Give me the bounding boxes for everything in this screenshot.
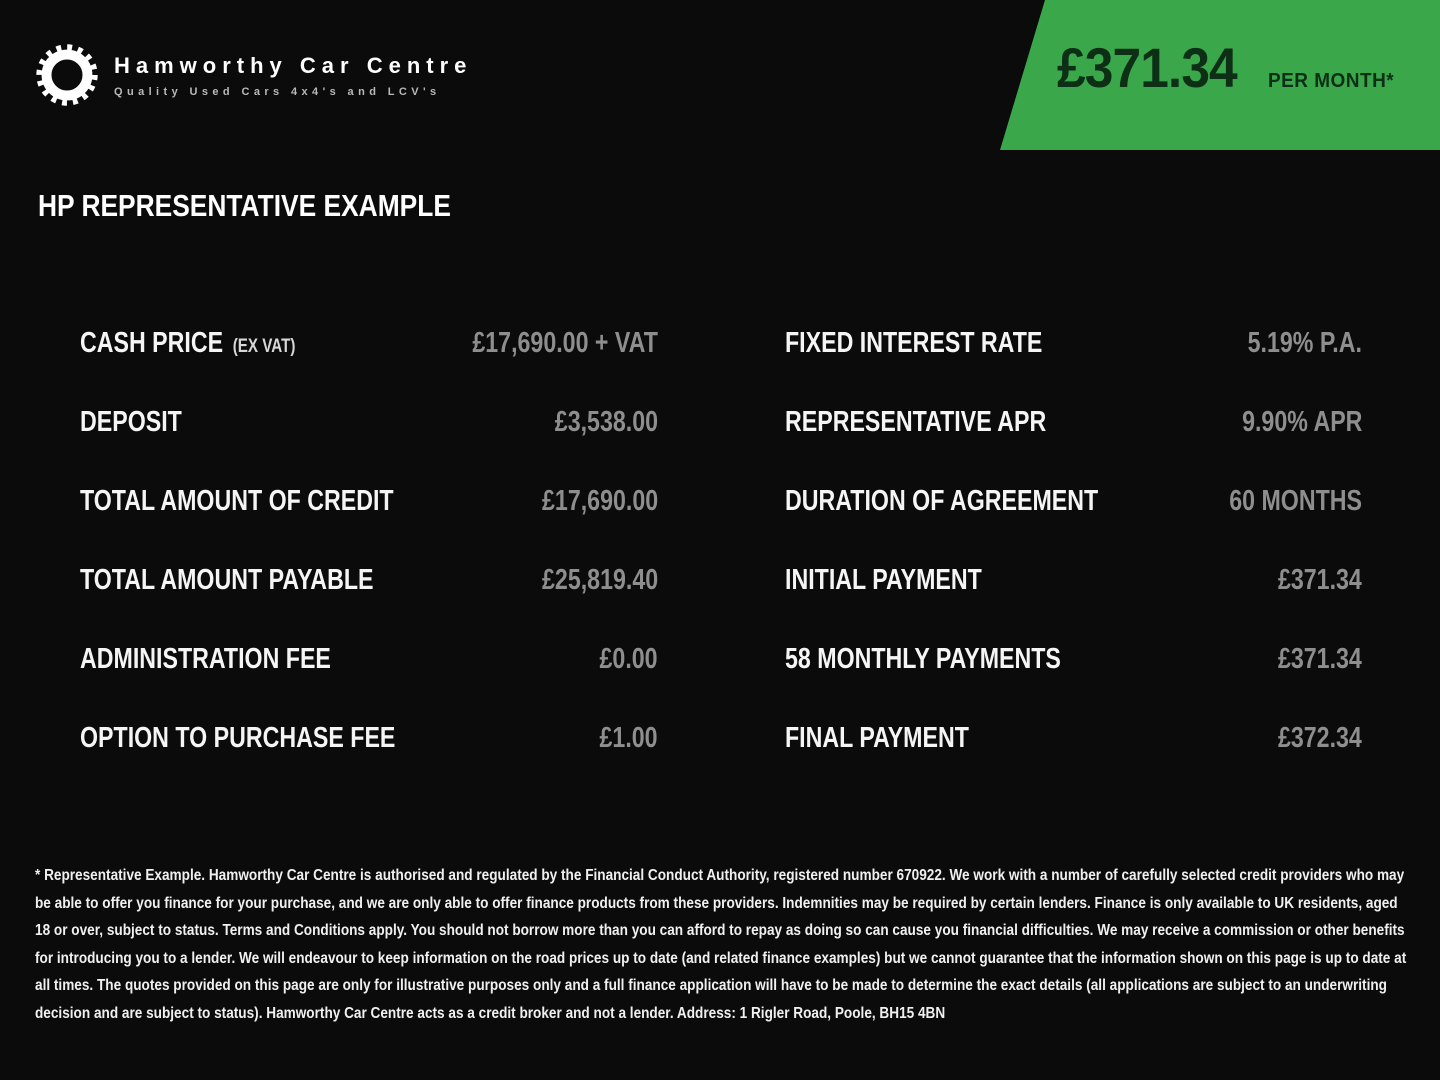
finance-label: INITIAL PAYMENT [785, 564, 982, 596]
gear-icon [34, 42, 100, 108]
monthly-price-amount: £371.34 [1057, 36, 1238, 99]
dealer-logo-text: Hamworthy Car Centre Quality Used Cars 4… [114, 53, 472, 98]
finance-label: FINAL PAYMENT [785, 722, 969, 754]
finance-label: 58 MONTHLY PAYMENTS [785, 643, 1061, 675]
finance-row-option-fee: OPTION TO PURCHASE FEE £1.00 [80, 699, 658, 778]
finance-row-apr: REPRESENTATIVE APR 9.90% APR [785, 383, 1362, 462]
disclaimer-text: * Representative Example. Hamworthy Car … [35, 867, 1407, 1022]
finance-row-total-credit: TOTAL AMOUNT OF CREDIT £17,690.00 [80, 462, 658, 541]
finance-label: TOTAL AMOUNT OF CREDIT [80, 485, 394, 517]
finance-row-deposit: DEPOSIT £3,538.00 [80, 383, 658, 462]
finance-value: 9.90% APR [1241, 406, 1362, 438]
finance-value: £372.34 [1278, 722, 1362, 754]
finance-value: £17,690.00 + VAT [472, 327, 658, 359]
finance-value: £17,690.00 [541, 485, 658, 517]
finance-value: £371.34 [1278, 564, 1362, 596]
finance-label: FIXED INTEREST RATE [785, 327, 1043, 359]
finance-value: £1.00 [599, 722, 658, 754]
finance-label: ADMINISTRATION FEE [80, 643, 331, 675]
finance-value: £371.34 [1278, 643, 1362, 675]
finance-row-final-payment: FINAL PAYMENT £372.34 [785, 699, 1362, 778]
finance-value: £3,538.00 [554, 406, 658, 438]
page-title: HP REPRESENTATIVE EXAMPLE [38, 188, 451, 223]
finance-label: OPTION TO PURCHASE FEE [80, 722, 396, 754]
finance-row-cash-price: CASH PRICE (EX VAT) £17,690.00 + VAT [80, 304, 658, 383]
monthly-price-banner: £371.34 PER MONTH* [1000, 0, 1440, 150]
finance-label: DURATION OF AGREEMENT [785, 485, 1099, 517]
finance-row-total-payable: TOTAL AMOUNT PAYABLE £25,819.40 [80, 541, 658, 620]
dealer-name: Hamworthy Car Centre [114, 52, 473, 78]
finance-row-initial-payment: INITIAL PAYMENT £371.34 [785, 541, 1362, 620]
finance-value: £25,819.40 [541, 564, 658, 596]
finance-value: £0.00 [599, 643, 658, 675]
dealer-tagline: Quality Used Cars 4x4's and LCV's [114, 85, 441, 98]
finance-row-admin-fee: ADMINISTRATION FEE £0.00 [80, 620, 658, 699]
finance-sublabel: (EX VAT) [232, 336, 296, 357]
finance-value: 5.19% P.A. [1247, 327, 1362, 359]
finance-label: REPRESENTATIVE APR [785, 406, 1047, 438]
finance-row-monthly-payments: 58 MONTHLY PAYMENTS £371.34 [785, 620, 1362, 699]
finance-value: 60 MONTHS [1229, 485, 1362, 517]
finance-column-left: CASH PRICE (EX VAT) £17,690.00 + VAT DEP… [80, 304, 658, 778]
finance-row-interest-rate: FIXED INTEREST RATE 5.19% P.A. [785, 304, 1362, 383]
dealer-logo: Hamworthy Car Centre Quality Used Cars 4… [34, 42, 472, 108]
finance-column-right: FIXED INTEREST RATE 5.19% P.A. REPRESENT… [785, 304, 1362, 778]
finance-label: DEPOSIT [80, 406, 182, 438]
finance-label: TOTAL AMOUNT PAYABLE [80, 564, 374, 596]
finance-row-duration: DURATION OF AGREEMENT 60 MONTHS [785, 462, 1362, 541]
monthly-price-suffix: PER MONTH* [1268, 70, 1395, 92]
finance-label: CASH PRICE [80, 327, 224, 359]
